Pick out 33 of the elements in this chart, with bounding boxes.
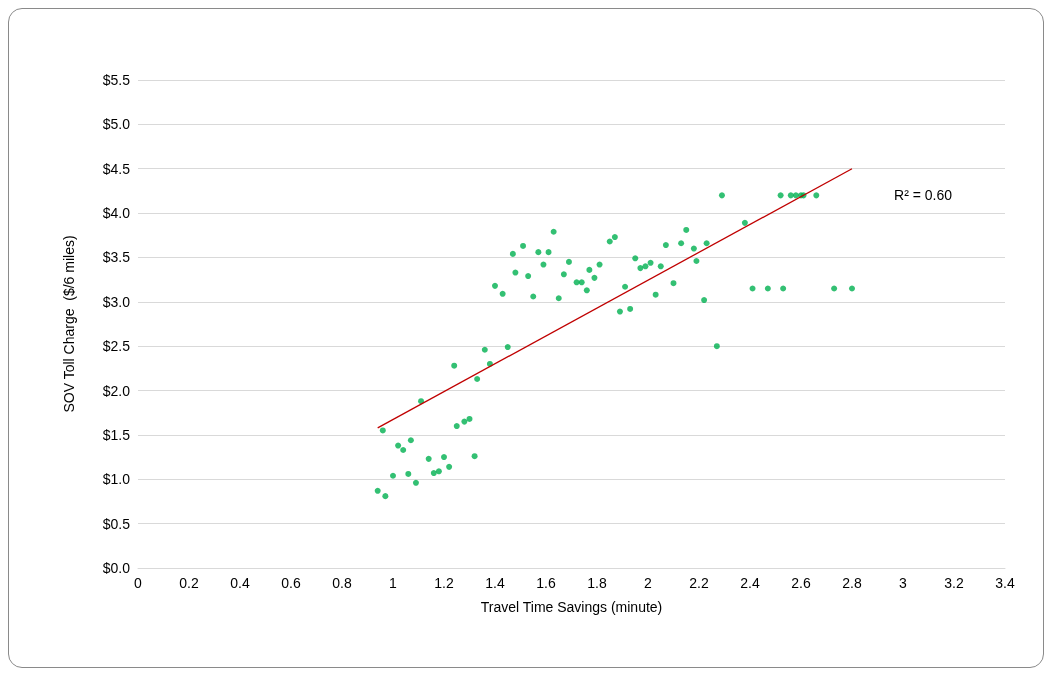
x-tick-label: 2: [644, 575, 653, 591]
y-tick-label: $3.0: [102, 293, 131, 310]
x-tick-label: 1: [389, 575, 398, 591]
x-tick-label: 0.4: [230, 575, 250, 591]
x-tick-label: 2.6: [791, 575, 811, 591]
y-tick-label: $4.5: [102, 160, 131, 177]
y-tick-label: $4.0: [102, 205, 131, 222]
y-tick-label: $1.0: [102, 471, 131, 488]
x-tick-label: 2.4: [740, 575, 760, 591]
annotation: R² = 0.60: [894, 187, 953, 203]
x-tick-label: 0: [134, 575, 143, 591]
x-tick-label: 3.4: [995, 575, 1015, 591]
x-tick-label: 0.2: [179, 575, 199, 591]
x-tick-label: 1.8: [587, 575, 607, 591]
x-tick-label: 3: [899, 575, 908, 591]
y-tick-label: $0.5: [102, 515, 131, 532]
x-tick-label: 1.4: [485, 575, 505, 591]
y-tick-label: $5.0: [102, 116, 131, 133]
x-tick-label: 0.6: [281, 575, 301, 591]
x-tick-label: 3.2: [944, 575, 964, 591]
y-axis-title: SOV Toll Charge ($/6 miles): [61, 235, 77, 413]
y-tick-label: $2.5: [102, 338, 131, 355]
x-tick-label: 2.8: [842, 575, 862, 591]
y-tick-label: $5.5: [102, 72, 131, 88]
y-tick-label: $2.0: [102, 382, 131, 399]
x-axis-title: Travel Time Savings (minute): [480, 599, 663, 615]
x-tick-label: 1.6: [536, 575, 556, 591]
y-tick-label: $1.5: [102, 426, 131, 443]
x-tick-label: 0.8: [332, 575, 352, 591]
x-tick-label: 1.2: [434, 575, 454, 591]
x-tick-label: 2.2: [689, 575, 709, 591]
y-tick-label: $3.5: [102, 249, 131, 266]
y-tick-label: $0.0: [102, 560, 131, 576]
